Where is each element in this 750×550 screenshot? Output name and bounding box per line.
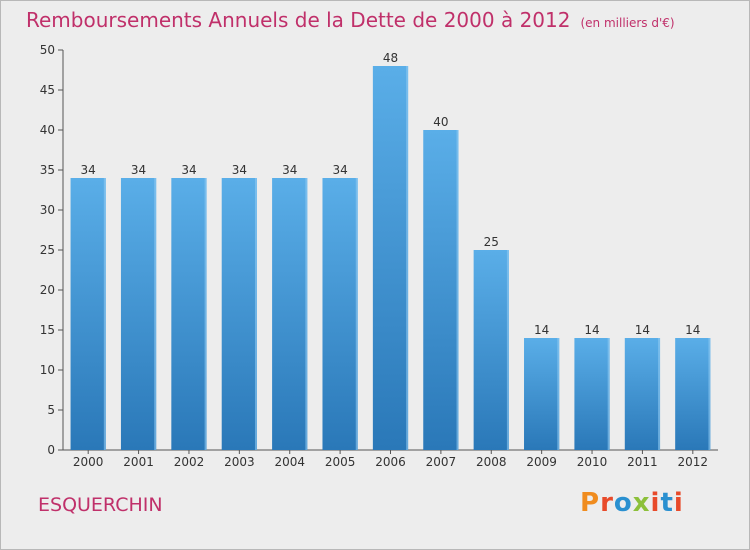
y-tick-label: 50 bbox=[40, 43, 55, 57]
data-label: 34 bbox=[332, 163, 347, 177]
x-tick-label: 2005 bbox=[325, 455, 356, 469]
y-tick-label: 20 bbox=[40, 283, 55, 297]
bar bbox=[70, 178, 106, 450]
data-label: 14 bbox=[685, 323, 700, 337]
bar bbox=[221, 178, 257, 450]
x-tick-label: 2012 bbox=[678, 455, 709, 469]
bar bbox=[272, 178, 308, 450]
x-tick-label: 2007 bbox=[426, 455, 457, 469]
bar bbox=[624, 338, 661, 450]
logo-letter: i bbox=[673, 488, 684, 518]
bar-highlight bbox=[305, 178, 308, 450]
data-label: 48 bbox=[383, 51, 398, 65]
y-tick-label: 35 bbox=[40, 163, 55, 177]
logo-letter: i bbox=[650, 488, 661, 518]
x-tick-label: 2010 bbox=[577, 455, 608, 469]
data-label: 14 bbox=[635, 323, 650, 337]
bar bbox=[120, 178, 157, 450]
logo-letter: t bbox=[660, 488, 674, 518]
x-tick-label: 2003 bbox=[224, 455, 255, 469]
bar bbox=[322, 178, 358, 450]
bar bbox=[524, 338, 560, 450]
logo-letter: o bbox=[613, 488, 633, 518]
x-tick-label: 2001 bbox=[123, 455, 154, 469]
bar bbox=[423, 130, 459, 450]
y-tick-label: 10 bbox=[40, 363, 55, 377]
proxiti-logo: Proxiti bbox=[580, 488, 684, 518]
bar-highlight bbox=[103, 178, 106, 450]
y-tick-label: 15 bbox=[40, 323, 55, 337]
logo-letter: x bbox=[632, 488, 651, 518]
x-tick-label: 2002 bbox=[174, 455, 205, 469]
logo-letter: P bbox=[580, 488, 601, 518]
data-label: 34 bbox=[282, 163, 297, 177]
bar-highlight bbox=[506, 250, 509, 450]
bar-highlight bbox=[708, 338, 711, 450]
bar bbox=[574, 338, 610, 450]
data-label: 40 bbox=[433, 115, 448, 129]
x-tick-label: 2008 bbox=[476, 455, 507, 469]
y-tick-label: 30 bbox=[40, 203, 55, 217]
x-tick-label: 2011 bbox=[627, 455, 658, 469]
bar-highlight bbox=[355, 178, 358, 450]
data-label: 34 bbox=[232, 163, 247, 177]
chart-unit: (en milliers d'€) bbox=[580, 16, 675, 30]
x-tick-label: 2006 bbox=[375, 455, 406, 469]
bar bbox=[372, 66, 409, 450]
city-name: ESQUERCHIN bbox=[38, 494, 163, 516]
bar bbox=[473, 250, 509, 450]
bar-highlight bbox=[456, 130, 459, 450]
y-tick-label: 5 bbox=[47, 403, 55, 417]
data-label: 25 bbox=[484, 235, 499, 249]
bar-highlight bbox=[557, 338, 560, 450]
bar-highlight bbox=[254, 178, 257, 450]
data-label: 14 bbox=[584, 323, 599, 337]
bar-highlight bbox=[658, 338, 661, 450]
data-label: 34 bbox=[181, 163, 196, 177]
y-tick-label: 0 bbox=[47, 443, 55, 457]
bar-highlight bbox=[406, 66, 409, 450]
bar bbox=[675, 338, 711, 450]
y-tick-label: 25 bbox=[40, 243, 55, 257]
x-tick-label: 2004 bbox=[274, 455, 305, 469]
data-label: 34 bbox=[81, 163, 96, 177]
x-tick-label: 2000 bbox=[73, 455, 104, 469]
chart-title-text: Remboursements Annuels de la Dette de 20… bbox=[26, 8, 571, 32]
data-label: 34 bbox=[131, 163, 146, 177]
x-tick-label: 2009 bbox=[526, 455, 557, 469]
logo-letter: r bbox=[600, 488, 614, 518]
data-label: 14 bbox=[534, 323, 549, 337]
y-tick-label: 40 bbox=[40, 123, 55, 137]
bar-highlight bbox=[607, 338, 610, 450]
bar-highlight bbox=[154, 178, 157, 450]
bar bbox=[171, 178, 207, 450]
bar-highlight bbox=[204, 178, 207, 450]
y-tick-label: 45 bbox=[40, 83, 55, 97]
chart-title: Remboursements Annuels de la Dette de 20… bbox=[26, 8, 675, 32]
